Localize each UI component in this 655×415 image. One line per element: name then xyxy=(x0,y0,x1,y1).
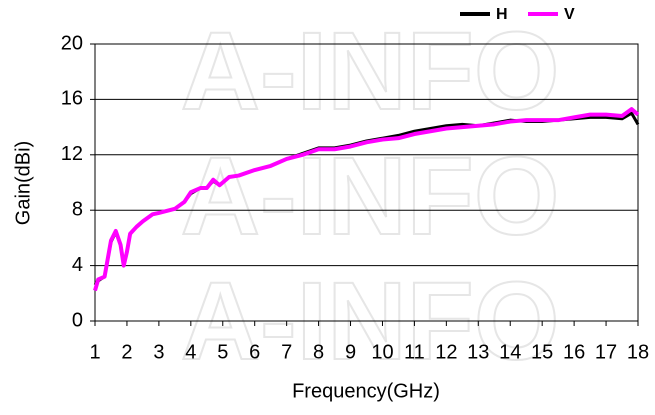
x-tick-label: 5 xyxy=(217,341,228,363)
x-axis-title: Frequency(GHz) xyxy=(292,380,440,402)
x-tick-label: 12 xyxy=(435,341,457,363)
x-tick-label: 6 xyxy=(249,341,260,363)
legend-label: V xyxy=(564,6,575,23)
y-axis-title: Gain(dBi) xyxy=(12,141,34,225)
x-tick-label: 15 xyxy=(531,341,553,363)
x-tick-label: 3 xyxy=(153,341,164,363)
x-tick-label: 16 xyxy=(563,341,585,363)
x-tick-label: 7 xyxy=(281,341,292,363)
y-tick-label: 12 xyxy=(61,143,83,165)
y-tick-label: 0 xyxy=(72,309,83,331)
legend-label: H xyxy=(496,6,508,23)
y-tick-label: 8 xyxy=(72,198,83,220)
x-tick-label: 8 xyxy=(313,341,324,363)
x-tick-label: 17 xyxy=(595,341,617,363)
x-tick-label: 9 xyxy=(345,341,356,363)
y-tick-label: 16 xyxy=(61,88,83,110)
y-tick-label: 4 xyxy=(72,254,83,276)
watermark: A-INFO xyxy=(181,10,560,133)
x-tick-label: 4 xyxy=(185,341,196,363)
x-tick-label: 13 xyxy=(467,341,489,363)
x-tick-label: 11 xyxy=(404,341,425,363)
x-tick-label: 18 xyxy=(627,341,649,363)
watermark: A-INFO xyxy=(181,135,560,258)
x-tick-label: 2 xyxy=(121,341,132,363)
watermark: A-INFO xyxy=(181,260,560,383)
x-tick-label: 14 xyxy=(499,341,521,363)
x-tick-label: 1 xyxy=(89,341,100,363)
y-tick-label: 20 xyxy=(61,32,83,54)
series-line xyxy=(93,107,640,292)
x-tick-label: 10 xyxy=(371,341,393,363)
